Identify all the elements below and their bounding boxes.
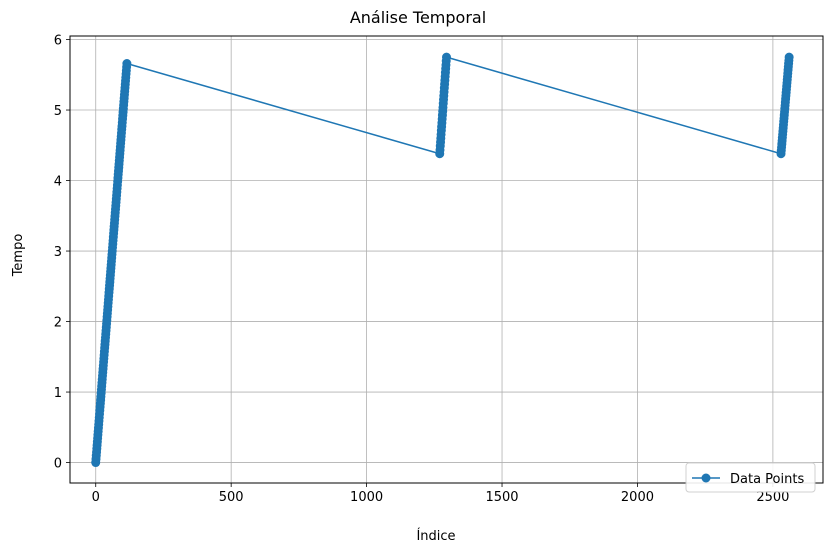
data-point: [122, 59, 132, 68]
y-tick-label: 1: [54, 386, 62, 401]
x-axis-label: Índice: [416, 528, 455, 544]
x-tick-label: 0: [92, 490, 100, 505]
y-axis-ticks: 0 1 2 3 4 5 6: [54, 34, 70, 472]
data-point: [784, 52, 794, 62]
data-point: [442, 52, 451, 62]
series-layer: [91, 52, 794, 468]
y-tick-label: 6: [54, 34, 62, 49]
y-tick-label: 3: [54, 245, 62, 260]
x-tick-label: 500: [219, 490, 244, 505]
plot-area: 0 500 1000 1500 2000 2500 0 1 2 3 4 5 6: [54, 34, 824, 505]
plot-frame: [69, 35, 824, 484]
x-tick-label: 1500: [485, 490, 518, 505]
y-tick-label: 2: [54, 316, 62, 331]
y-tick-label: 5: [54, 104, 62, 119]
chart-title: Análise Temporal: [350, 8, 486, 27]
legend-label: Data Points: [730, 472, 804, 487]
y-tick-label: 0: [54, 457, 62, 472]
legend: Data Points: [685, 462, 816, 493]
x-tick-label: 1000: [350, 490, 383, 505]
y-axis-label: Tempo: [11, 234, 26, 278]
legend-box: [685, 462, 816, 493]
x-tick-label: 2000: [621, 490, 654, 505]
x-tick-label: 2500: [756, 490, 789, 505]
y-tick-label: 4: [54, 175, 62, 190]
legend-marker: [701, 473, 711, 483]
x-axis-ticks: 0 500 1000 1500 2000 2500: [92, 483, 789, 505]
